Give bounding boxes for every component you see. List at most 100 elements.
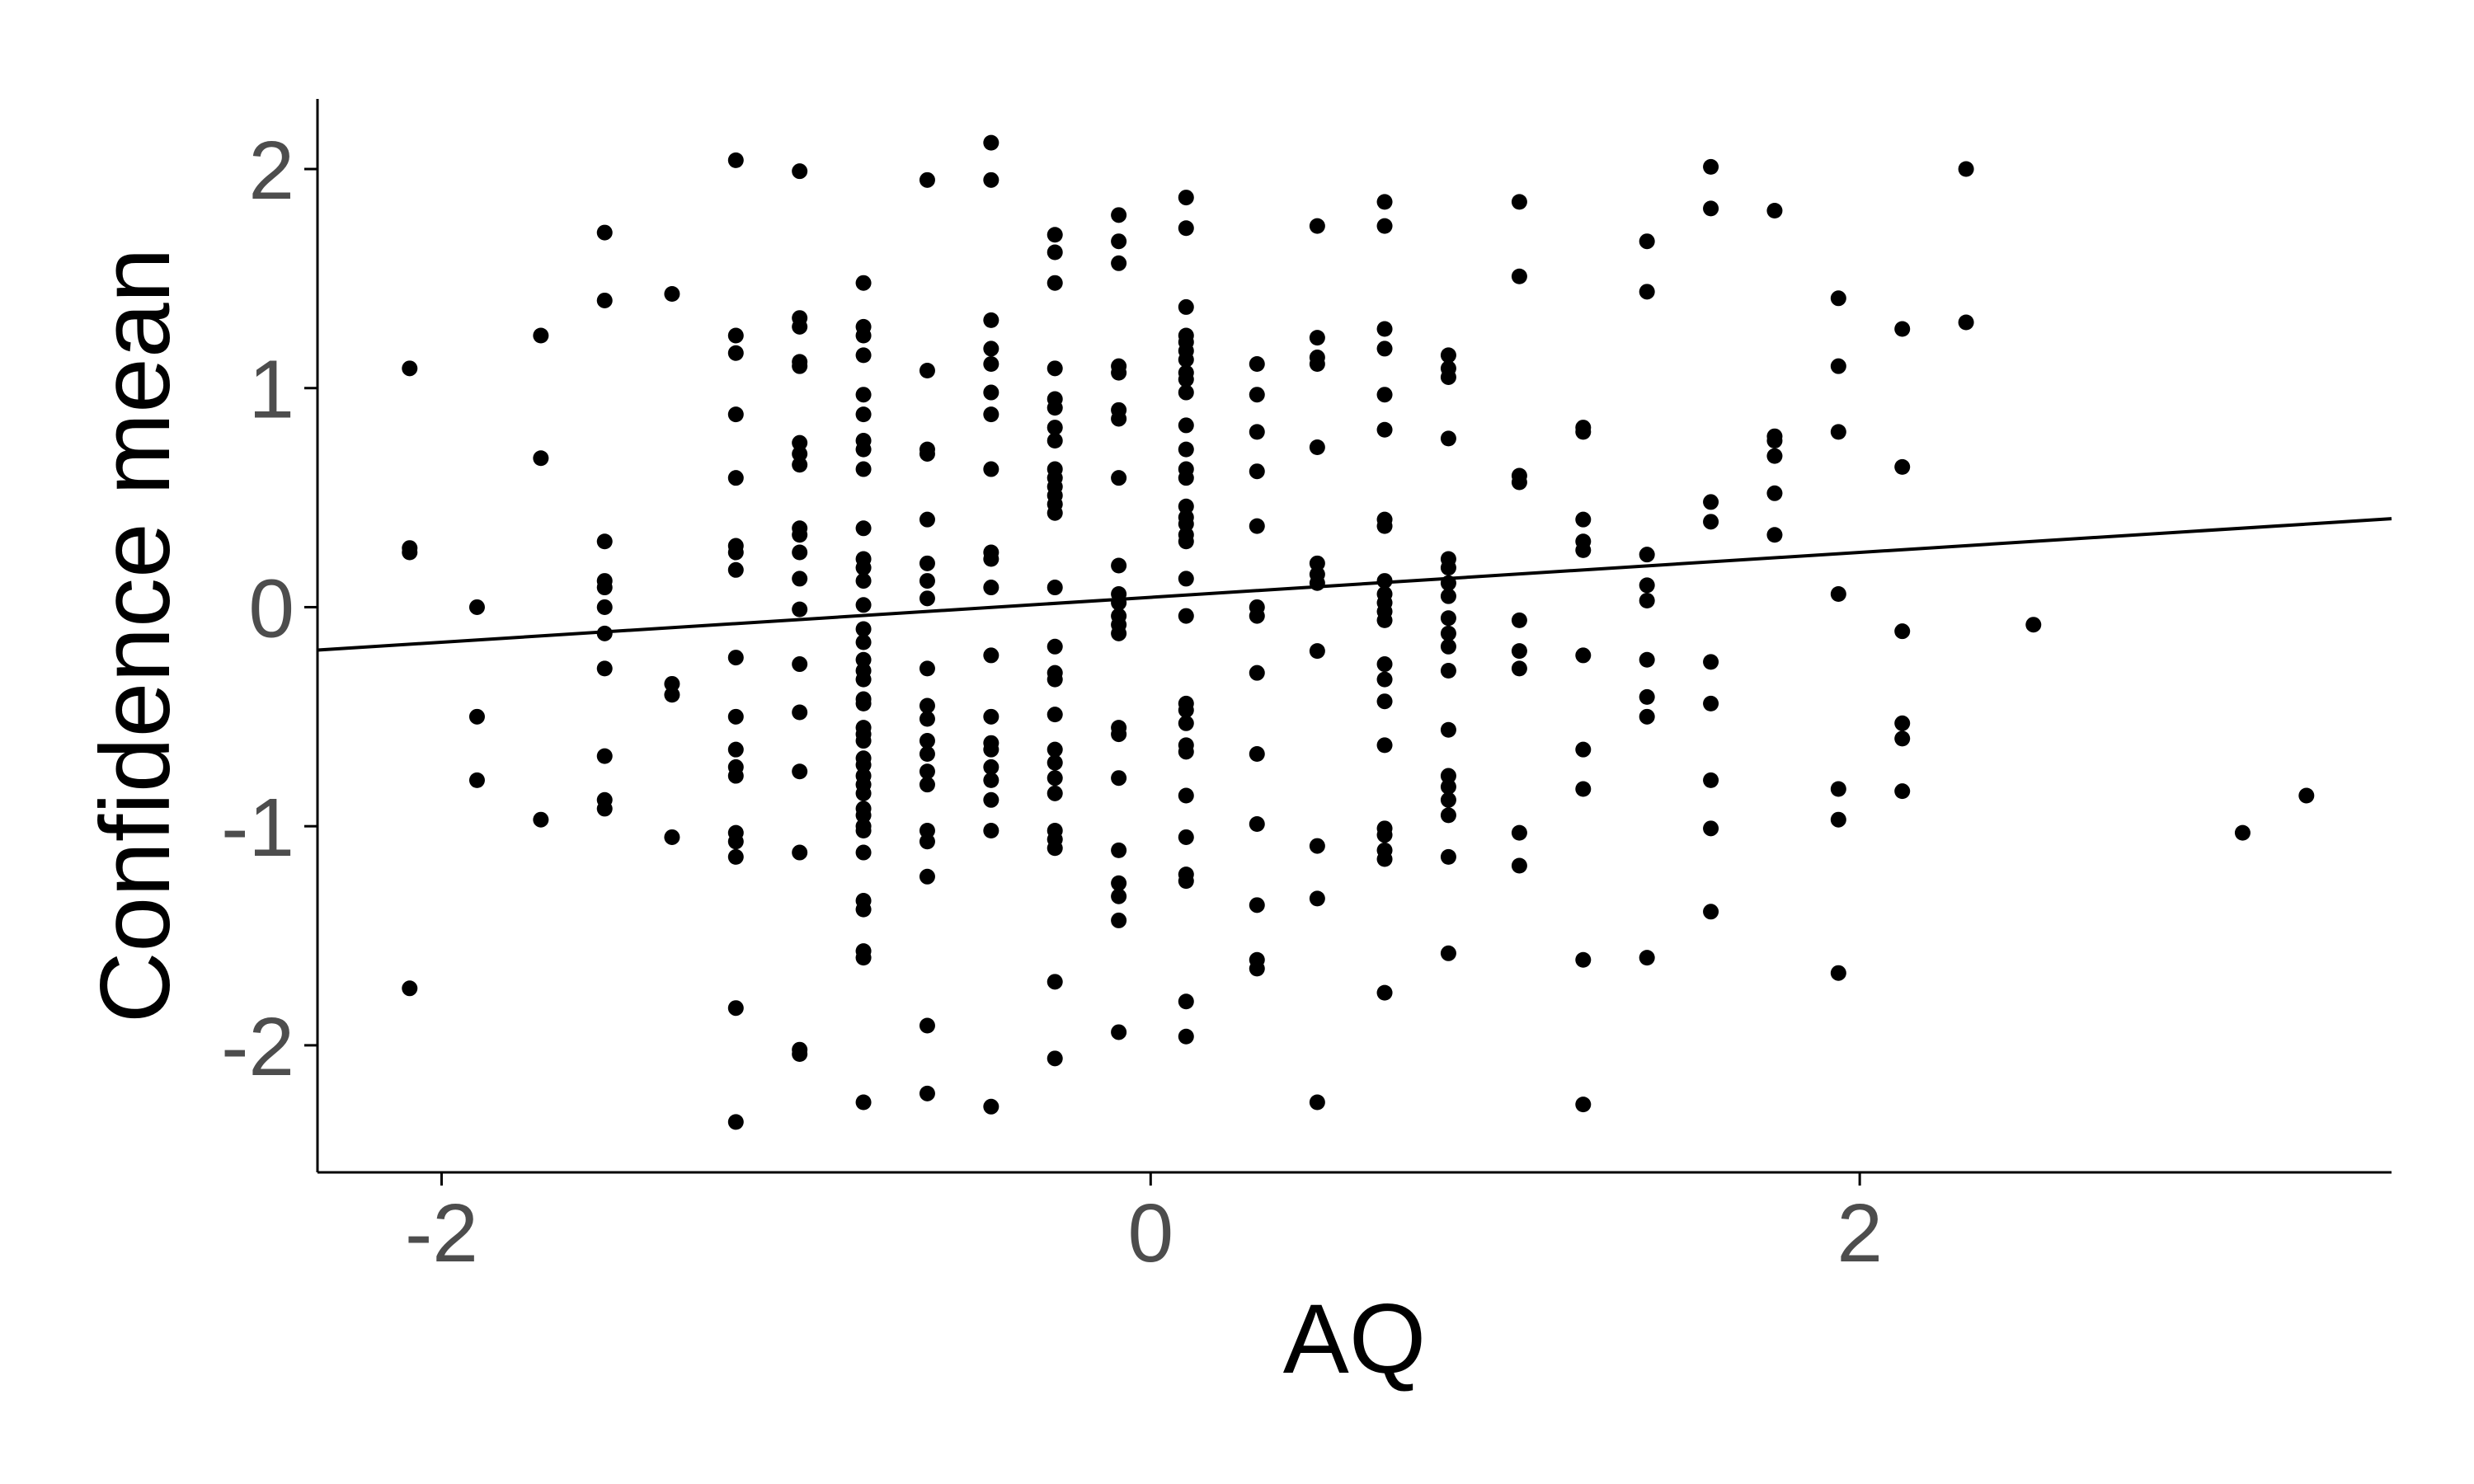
data-point xyxy=(1639,547,1655,563)
data-point xyxy=(664,829,680,845)
data-point xyxy=(1309,643,1325,660)
data-point xyxy=(855,621,872,637)
data-point xyxy=(1111,1024,1127,1040)
data-point xyxy=(1047,741,1063,758)
data-point xyxy=(596,580,613,596)
data-point xyxy=(919,660,935,677)
data-point xyxy=(1249,356,1265,373)
data-point xyxy=(1703,695,1719,711)
data-point xyxy=(1511,824,1527,841)
data-point xyxy=(1511,268,1527,284)
data-point xyxy=(1894,623,1911,640)
data-point xyxy=(1639,688,1655,705)
data-point xyxy=(1249,816,1265,833)
data-point xyxy=(855,651,872,668)
data-point xyxy=(983,822,999,838)
data-point xyxy=(919,763,935,780)
data-point xyxy=(1178,498,1194,514)
data-point xyxy=(1047,1050,1063,1067)
y-tick-label: -2 xyxy=(221,1001,294,1093)
data-point xyxy=(1766,203,1783,219)
data-point xyxy=(596,748,613,764)
data-point xyxy=(855,560,872,576)
x-tick-label: 0 xyxy=(1127,1187,1174,1280)
data-point xyxy=(1309,890,1325,907)
data-point xyxy=(1766,485,1783,501)
data-point xyxy=(855,327,872,344)
data-point xyxy=(919,822,935,838)
data-point xyxy=(1376,656,1393,673)
y-tick-label: 1 xyxy=(248,344,294,436)
data-point xyxy=(1111,625,1127,641)
data-point xyxy=(1178,417,1194,434)
data-point xyxy=(664,285,680,302)
data-point xyxy=(792,704,808,721)
data-point xyxy=(727,1114,744,1130)
data-point xyxy=(1511,474,1527,491)
data-point xyxy=(919,171,935,188)
data-point xyxy=(983,384,999,401)
data-point xyxy=(1309,838,1325,854)
data-point xyxy=(983,758,999,775)
data-point xyxy=(855,844,872,861)
data-point xyxy=(468,772,485,788)
data-point xyxy=(1440,768,1456,784)
data-point xyxy=(1047,244,1063,261)
data-point xyxy=(1830,290,1846,307)
data-point xyxy=(1047,707,1063,723)
data-point xyxy=(1111,726,1127,743)
data-point xyxy=(1511,660,1527,677)
data-point xyxy=(792,763,808,780)
data-point xyxy=(1249,960,1265,977)
data-point xyxy=(596,801,613,817)
data-point xyxy=(855,634,872,650)
data-point xyxy=(727,561,744,578)
data-point xyxy=(468,708,485,725)
data-point xyxy=(1111,888,1127,904)
data-point xyxy=(402,980,418,997)
data-point xyxy=(919,511,935,528)
data-point xyxy=(1309,555,1325,571)
data-point xyxy=(533,811,549,828)
data-point xyxy=(1703,514,1719,530)
data-point xyxy=(1047,227,1063,243)
data-point xyxy=(1830,781,1846,797)
data-point xyxy=(727,152,744,168)
data-point xyxy=(596,533,613,550)
data-point xyxy=(1047,420,1063,436)
data-point xyxy=(596,224,613,241)
data-point xyxy=(855,275,872,291)
data-point xyxy=(727,848,744,865)
data-point xyxy=(1178,702,1194,718)
data-point xyxy=(402,544,418,561)
data-point xyxy=(919,1085,935,1101)
data-point xyxy=(855,597,872,613)
data-point xyxy=(919,1017,935,1034)
data-point xyxy=(1047,974,1063,990)
data-point xyxy=(1111,912,1127,928)
data-point xyxy=(1440,807,1456,824)
y-axis-title: Confidence mean xyxy=(80,248,190,1024)
data-point xyxy=(1440,560,1456,576)
data-point xyxy=(1440,721,1456,738)
data-point xyxy=(1249,897,1265,913)
data-point xyxy=(727,768,744,784)
data-point xyxy=(792,1046,808,1063)
data-point xyxy=(1958,161,1974,177)
data-point xyxy=(1249,387,1265,403)
data-point xyxy=(727,834,744,850)
data-point xyxy=(1376,984,1393,1001)
data-point xyxy=(1703,820,1719,837)
data-point xyxy=(1047,580,1063,596)
data-point xyxy=(983,312,999,328)
data-point xyxy=(1249,745,1265,762)
x-axis-title: AQ xyxy=(1283,1284,1426,1394)
data-point xyxy=(1249,518,1265,534)
data-point xyxy=(1830,358,1846,374)
data-point xyxy=(1178,829,1194,845)
data-point xyxy=(1894,730,1911,747)
data-point xyxy=(1639,950,1655,966)
data-point xyxy=(855,671,872,688)
data-point xyxy=(1111,470,1127,486)
data-point xyxy=(983,340,999,357)
